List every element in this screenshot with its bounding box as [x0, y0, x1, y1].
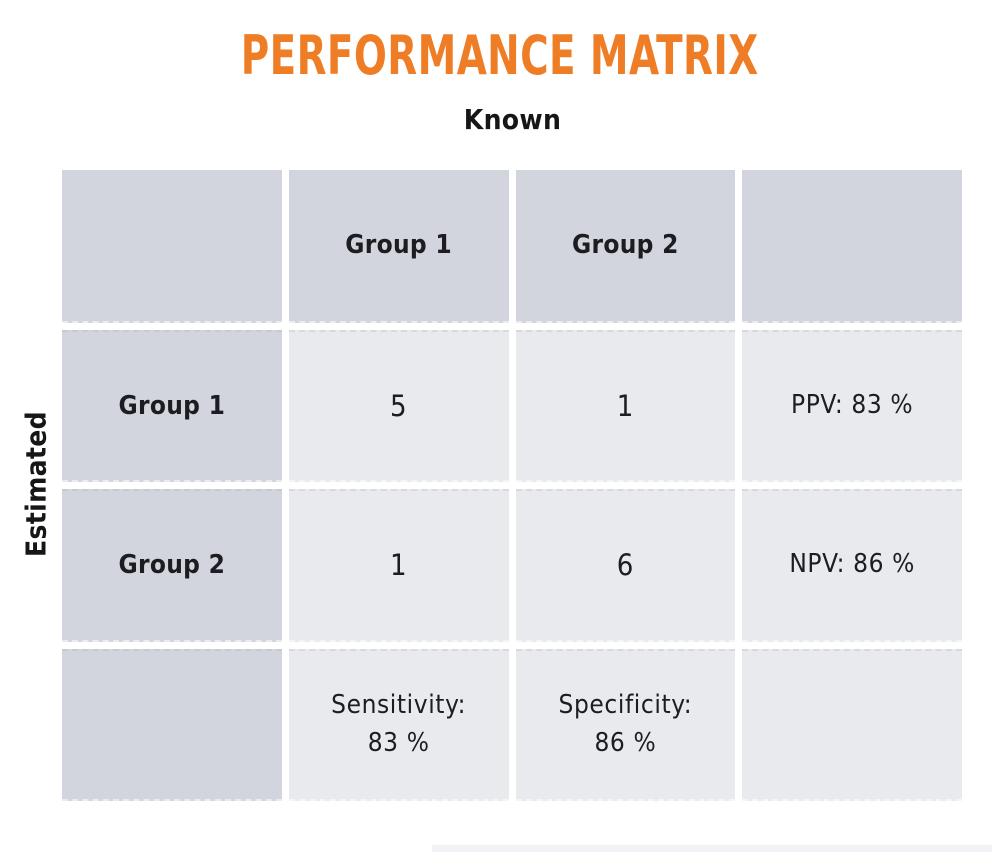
matrix-corner-cell-bottom-left — [62, 648, 282, 801]
row-header-group2: Group 2 — [62, 489, 282, 642]
sensitivity-metric-cell: Sensitivity: 83 % — [288, 648, 509, 801]
col-header-group1: Group 1 — [288, 170, 509, 323]
page-title-wrap: PERFORMANCE MATRIX — [0, 24, 1000, 87]
page-title: PERFORMANCE MATRIX — [241, 24, 759, 87]
ppv-metric-cell: PPV: 83 % — [742, 329, 962, 482]
cell-true-group1: 5 — [288, 329, 509, 482]
matrix-corner-cell-top-left — [62, 170, 282, 323]
col-header-group2: Group 2 — [515, 170, 736, 323]
confusion-matrix-table: Group 1 Group 2 Group 1 5 1 PPV: 83 % Gr… — [62, 170, 962, 801]
specificity-metric-cell: Specificity: 86 % — [515, 648, 736, 801]
sensitivity-value: 83 % — [367, 727, 430, 758]
sensitivity-label: Sensitivity: — [331, 690, 467, 721]
matrix-corner-cell-bottom-right — [742, 648, 962, 801]
specificity-value: 86 % — [594, 727, 657, 758]
npv-metric-cell: NPV: 86 % — [742, 489, 962, 642]
cropped-bottom-bar — [432, 845, 992, 852]
cell-true-group2: 6 — [515, 489, 736, 642]
cell-false-group2: 1 — [288, 489, 509, 642]
cell-false-group1: 1 — [515, 329, 736, 482]
specificity-label: Specificity: — [558, 690, 693, 721]
known-axis-label: Known — [463, 103, 562, 136]
row-header-group1: Group 1 — [62, 329, 282, 482]
estimated-axis-label: Estimated — [19, 411, 53, 557]
matrix-corner-cell-top-right — [742, 170, 962, 323]
